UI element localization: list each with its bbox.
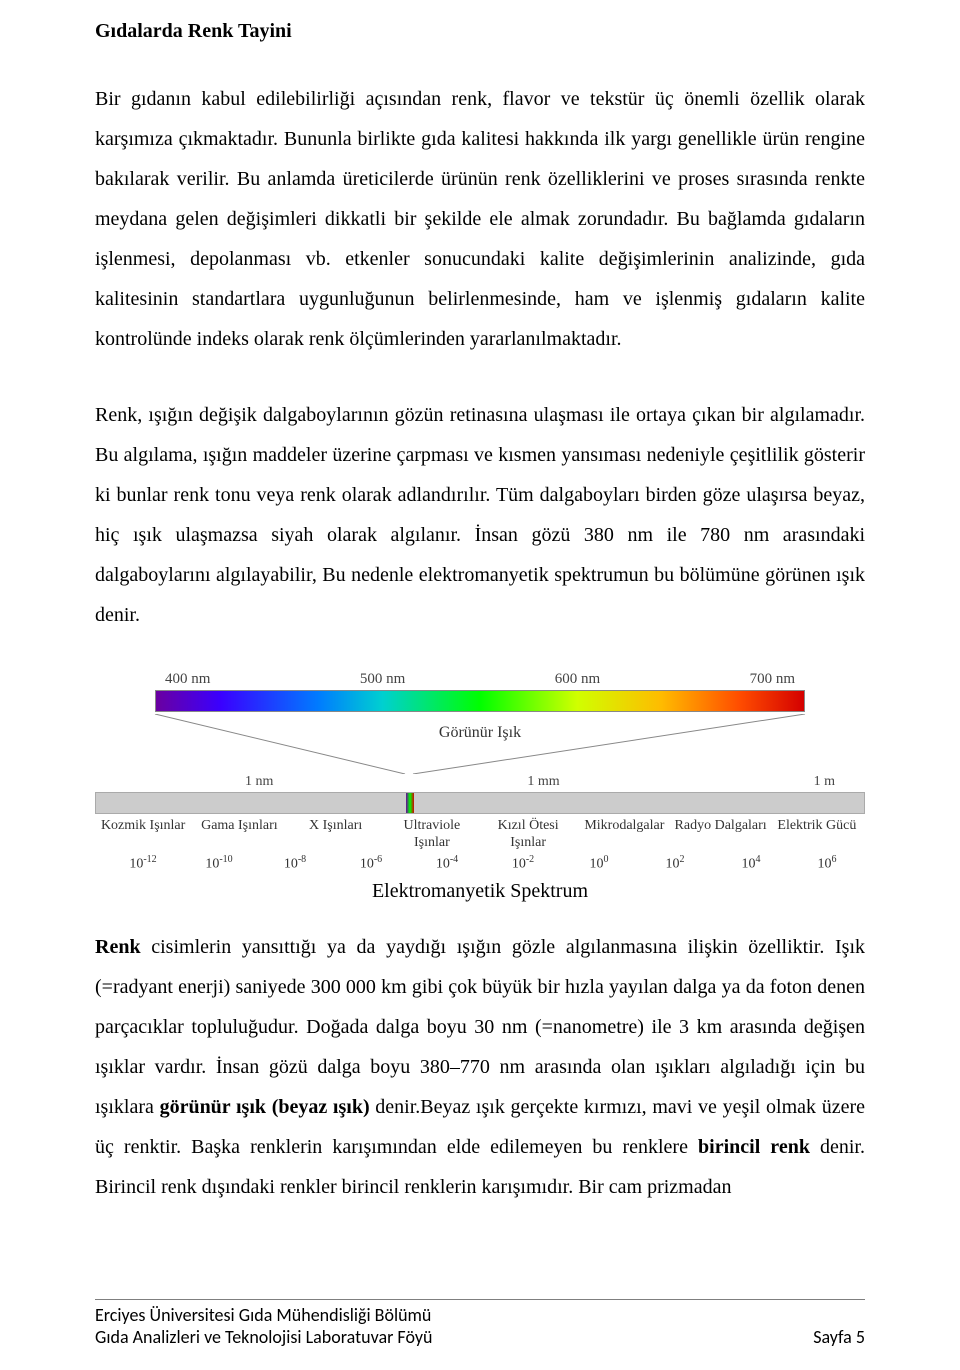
exponent-scale: 10-12 10-10 10-8 10-6 10-4 10-2 100 102 …: [95, 854, 865, 873]
exp-m8: 10-8: [257, 854, 333, 873]
spectrum-diagram: 400 nm 500 nm 600 nm 700 nm Görünür Işık…: [95, 671, 865, 872]
band-microwave: Mikrodalgalar: [576, 818, 672, 852]
tick-400: 400 nm: [165, 671, 210, 688]
page-title: Gıdalarda Renk Tayini: [95, 20, 865, 43]
full-scale-ticks: 1 nm 1 mm 1 m: [95, 774, 865, 792]
band-ir: Kızıl Ötesi Işınlar: [480, 818, 576, 852]
page-footer: Erciyes Üniversitesi Gıda Mühendisliği B…: [95, 1299, 865, 1348]
exp-m10: 10-10: [181, 854, 257, 873]
paragraph-2: Renk, ışığın değişik dalgaboylarının göz…: [95, 395, 865, 635]
footer-line-2: Gıda Analizleri ve Teknolojisi Laboratuv…: [95, 1326, 432, 1348]
exp-4: 104: [713, 854, 789, 873]
tick-500: 500 nm: [360, 671, 405, 688]
band-radio: Radyo Dalgaları: [673, 818, 769, 852]
p3-bold-2: görünür ışık (beyaz ışık): [160, 1096, 370, 1118]
p3-text-1: cisimlerin yansıttığı ya da yaydığı ışığ…: [95, 936, 865, 1118]
visible-spectrum-bar: [155, 690, 805, 712]
paragraph-3: Renk cisimlerin yansıttığı ya da yaydığı…: [95, 927, 865, 1207]
projection-lines: Görünür Işık: [95, 714, 865, 774]
page-number: Sayfa 5: [813, 1326, 865, 1348]
tick-1nm: 1 nm: [245, 774, 273, 790]
exp-m2: 10-2: [485, 854, 561, 873]
figure-caption: Elektromanyetik Spektrum: [95, 880, 865, 903]
footer-line-1: Erciyes Üniversitesi Gıda Mühendisliği B…: [95, 1304, 865, 1326]
exp-6: 106: [789, 854, 865, 873]
band-uv: Ultraviole Işınlar: [384, 818, 480, 852]
band-cosmic: Kozmik Işınlar: [95, 818, 191, 852]
visible-ticks: 400 nm 500 nm 600 nm 700 nm: [95, 671, 865, 690]
tick-1m: 1 m: [814, 774, 835, 790]
visible-strip: [406, 793, 414, 813]
tick-1mm: 1 mm: [527, 774, 559, 790]
p3-bold-1: Renk: [95, 936, 141, 958]
paragraph-1: Bir gıdanın kabul edilebilirliği açısınd…: [95, 79, 865, 359]
exp-2: 102: [637, 854, 713, 873]
band-labels: Kozmik Işınlar Gama Işınları X Işınları …: [95, 818, 865, 852]
exp-m4: 10-4: [409, 854, 485, 873]
band-electric: Elektrik Gücü: [769, 818, 865, 852]
exp-m6: 10-6: [333, 854, 409, 873]
exp-0: 100: [561, 854, 637, 873]
p3-bold-3: birincil renk: [698, 1136, 810, 1158]
exp-m12: 10-12: [105, 854, 181, 873]
band-xray: X Işınları: [288, 818, 384, 852]
band-gamma: Gama Işınları: [191, 818, 287, 852]
tick-600: 600 nm: [555, 671, 600, 688]
visible-light-label: Görünür Işık: [439, 724, 521, 742]
full-spectrum-bar: [95, 792, 865, 814]
tick-700: 700 nm: [750, 671, 795, 688]
